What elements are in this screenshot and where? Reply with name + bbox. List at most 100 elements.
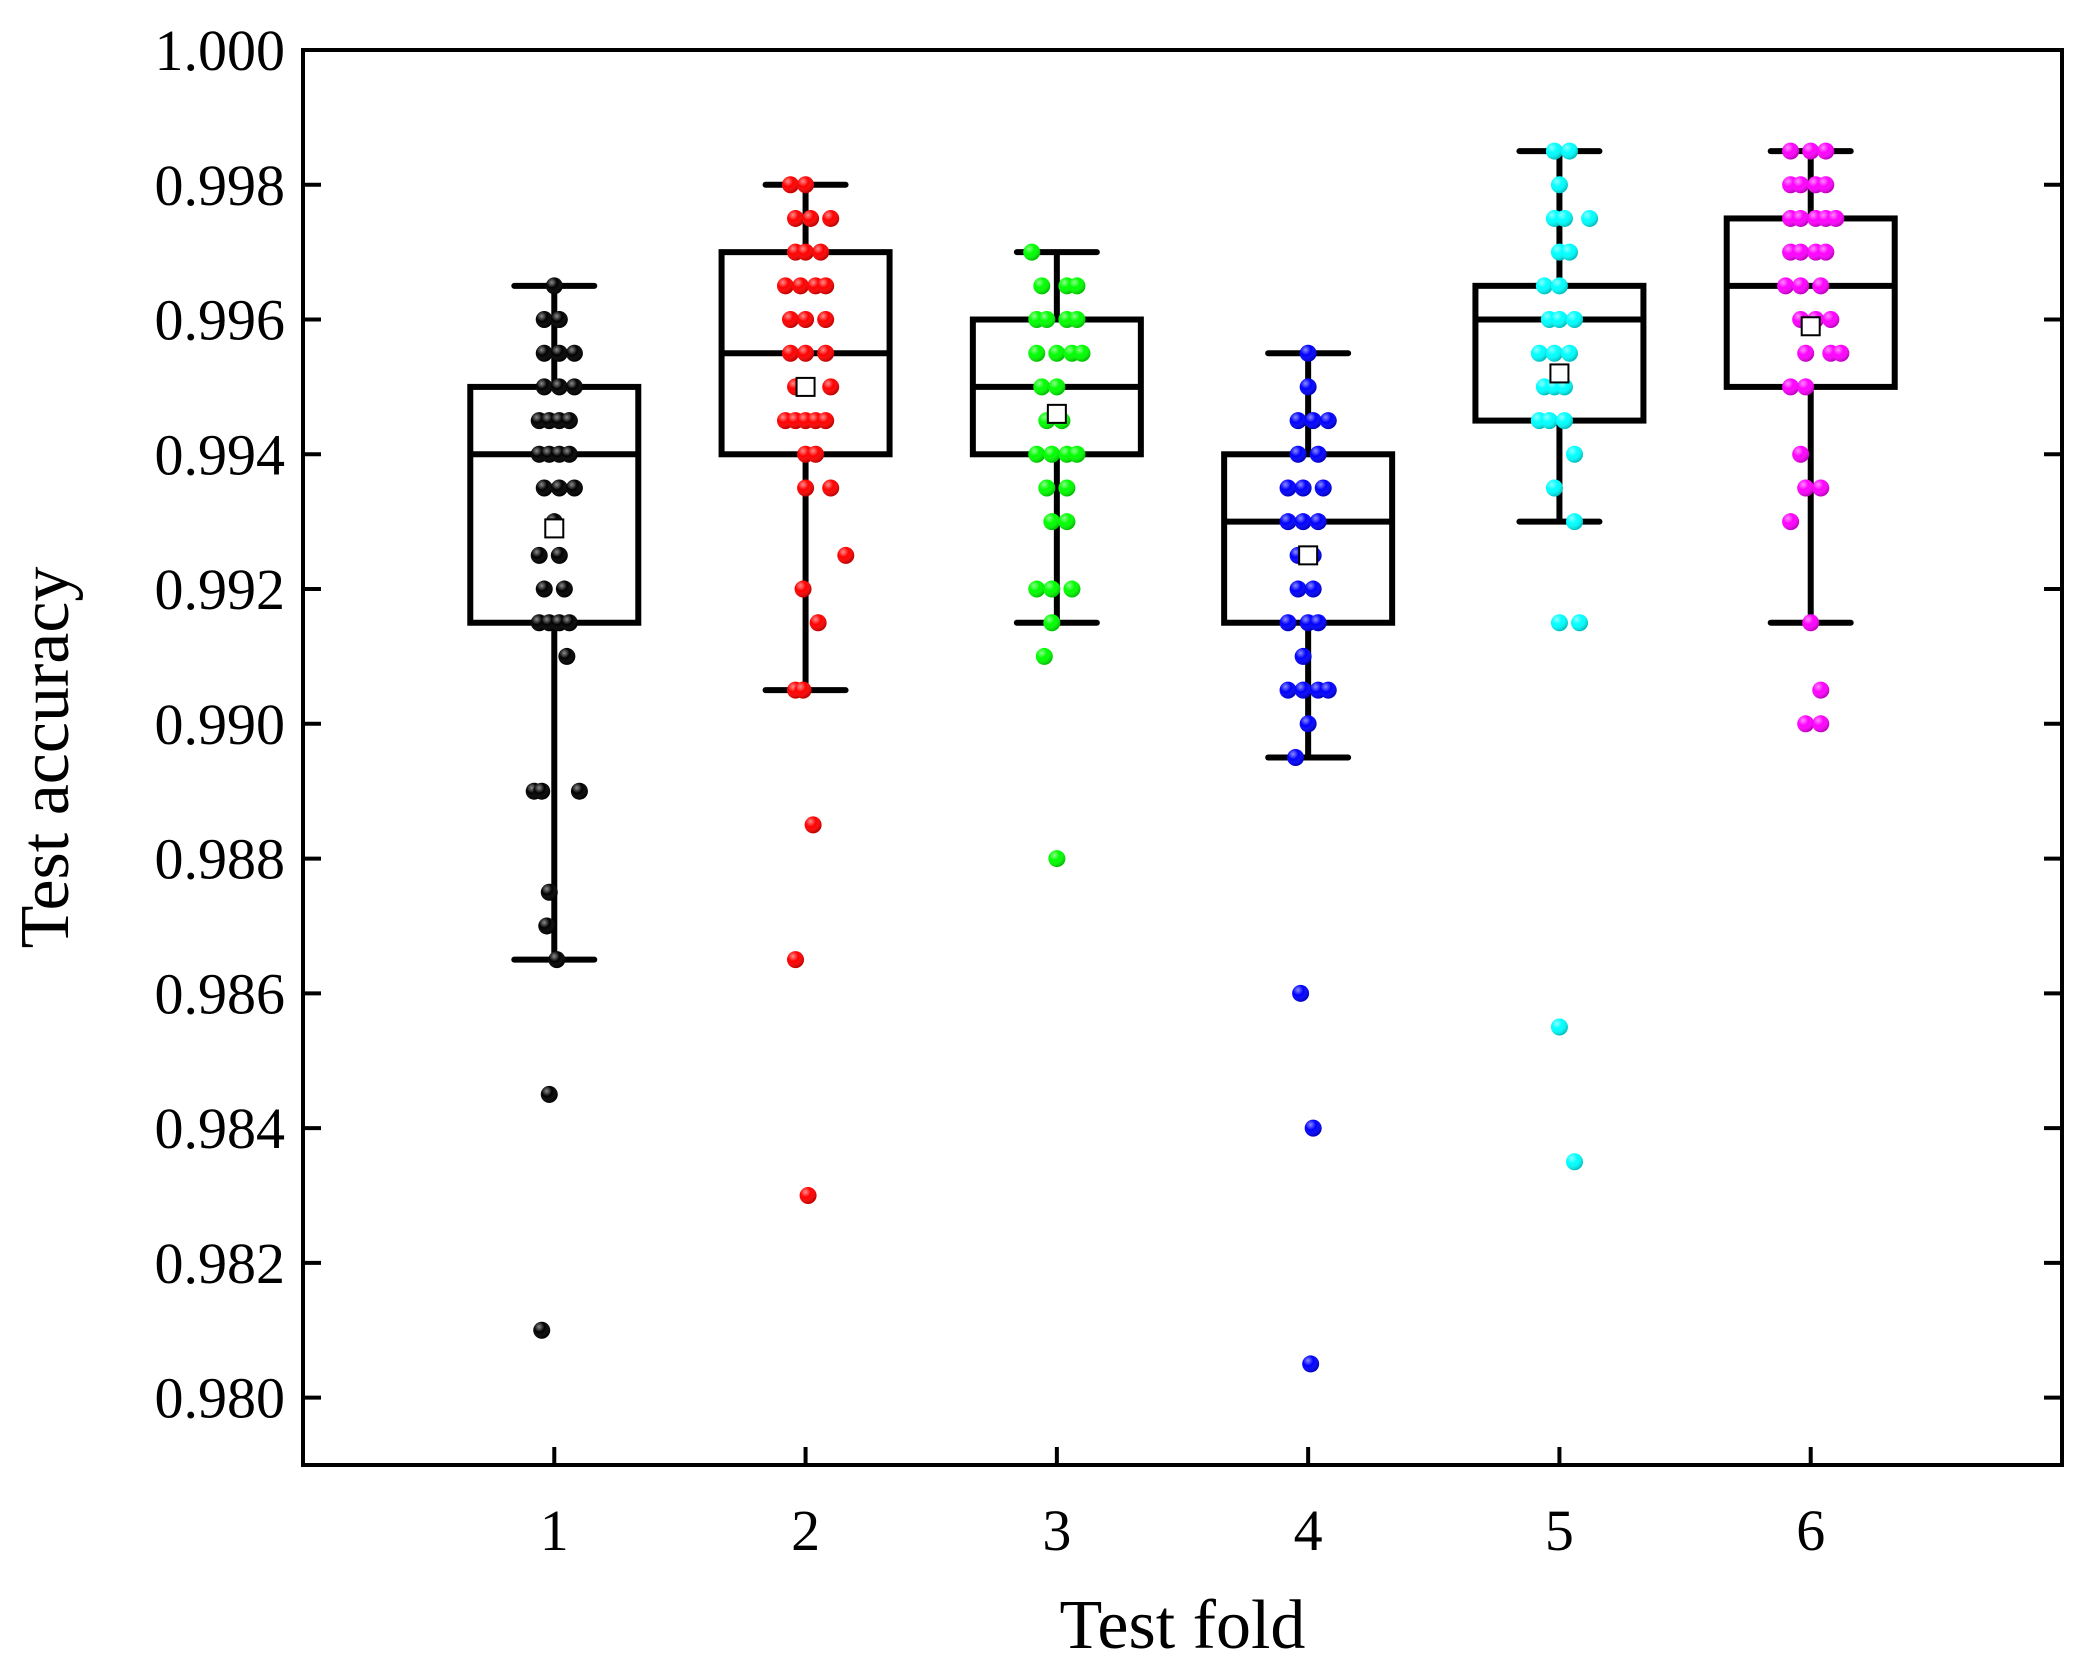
data-point-shade: [802, 209, 820, 227]
plot-frame: [301, 48, 2064, 1467]
data-point-shade: [550, 378, 568, 396]
data-point-shade: [1792, 209, 1810, 227]
x-tick-label: 5: [1545, 1498, 1574, 1563]
data-point-shade: [1550, 277, 1568, 295]
data-point-shade: [1782, 378, 1800, 396]
data-point-shade: [1289, 412, 1307, 430]
data-point-shade: [1023, 243, 1041, 261]
data-point-shade: [1802, 614, 1820, 632]
data-point-shade: [540, 883, 558, 901]
data-point-shade: [1566, 311, 1584, 329]
data-point-shade: [1048, 850, 1066, 868]
data-point-shade: [1555, 209, 1573, 227]
data-point-shade: [1028, 580, 1046, 598]
data-point-shade: [1302, 1355, 1320, 1373]
data-point-shade: [565, 479, 583, 497]
data-point-shade: [1792, 176, 1810, 194]
points-layer: [525, 142, 1850, 1373]
data-point-shade: [1827, 209, 1845, 227]
data-point-shade: [1304, 1119, 1322, 1137]
mean-marker: [795, 376, 816, 397]
points-fold-4: [1279, 344, 1337, 1373]
data-point-shade: [1550, 1018, 1568, 1036]
data-point-shade: [1545, 142, 1563, 160]
data-point-shade: [1560, 344, 1578, 362]
data-point-shade: [545, 277, 563, 295]
data-point-shade: [799, 1186, 817, 1204]
data-point-shade: [1571, 614, 1589, 632]
data-point-shade: [781, 344, 799, 362]
data-point-shade: [1279, 513, 1297, 531]
axes-layer: 0.980 0.982 0.984 0.986 0.988 0.990 0.992 0.994…: [155, 18, 2064, 1563]
data-point-shade: [1028, 344, 1046, 362]
data-point-shade: [822, 479, 840, 497]
data-point-shade: [558, 647, 576, 665]
data-point-shade: [1792, 277, 1810, 295]
y-tick-label: 0.996: [155, 288, 286, 353]
data-point-shade: [560, 412, 578, 430]
data-point-shade: [1319, 681, 1337, 699]
x-tick-label: 4: [1294, 1498, 1323, 1563]
data-point-shade: [794, 681, 812, 699]
data-point-shade: [1792, 243, 1810, 261]
y-tick-label: 0.980: [155, 1366, 286, 1431]
data-point-shade: [1068, 445, 1086, 463]
data-point-shade: [1287, 749, 1305, 766]
points-fold-6: [1777, 142, 1850, 733]
data-point-shade: [1540, 412, 1558, 430]
y-axis-title: Test accuracy: [7, 567, 84, 949]
data-point-shade: [1792, 445, 1810, 463]
data-point-shade: [1812, 681, 1830, 699]
data-point-shade: [1299, 378, 1317, 396]
x-tick-label: 1: [540, 1498, 569, 1563]
data-point-shade: [535, 479, 553, 497]
data-point-shade: [1043, 445, 1061, 463]
data-point-shade: [1797, 378, 1815, 396]
x-tick-label: 2: [791, 1498, 820, 1563]
data-point-shade: [535, 580, 553, 598]
box-group-fold-3: [969, 249, 1144, 626]
y-tick-label: 0.994: [155, 422, 286, 487]
data-point-shade: [1033, 277, 1051, 295]
y-tick-label: 0.982: [155, 1231, 286, 1296]
data-point-shade: [1560, 243, 1578, 261]
data-point-shade: [1058, 479, 1076, 497]
mean-marker: [1800, 316, 1821, 337]
data-point-shade: [560, 445, 578, 463]
data-point-shade: [822, 209, 840, 227]
mean-marker: [1046, 403, 1067, 424]
data-point-shade: [1063, 580, 1081, 598]
data-point-shade: [1309, 614, 1327, 632]
data-point-shade: [809, 614, 827, 632]
data-point-shade: [1033, 378, 1051, 396]
data-point-shade: [533, 1321, 551, 1339]
data-point-shade: [1043, 614, 1061, 632]
data-point-shade: [1292, 984, 1310, 1002]
box-iqr: [1723, 215, 1898, 390]
data-point-shade: [1279, 614, 1297, 632]
points-fold-2: [776, 176, 855, 1204]
data-point-shade: [1566, 1153, 1584, 1171]
data-point-shade: [538, 917, 556, 935]
data-point-shade: [1319, 412, 1337, 430]
data-point-shade: [1038, 311, 1056, 329]
data-point-shade: [535, 344, 553, 362]
y-tick-label: 0.988: [155, 827, 286, 892]
data-point-shade: [781, 311, 799, 329]
points-fold-5: [1530, 142, 1599, 1171]
data-point-shade: [1304, 580, 1322, 598]
y-tick-label: 0.998: [155, 153, 286, 218]
data-point-shade: [1035, 647, 1053, 665]
data-point-shade: [1817, 243, 1835, 261]
data-point-shade: [817, 344, 835, 362]
data-point-shade: [1822, 311, 1840, 329]
data-point-shade: [1566, 513, 1584, 531]
mean-marker: [1298, 545, 1319, 566]
data-point-shade: [1535, 277, 1553, 295]
data-point-shade: [1797, 344, 1815, 362]
data-point-shade: [565, 344, 583, 362]
data-point-shade: [1581, 209, 1599, 227]
data-point-shade: [560, 614, 578, 632]
x-tick-label: 6: [1796, 1498, 1825, 1563]
